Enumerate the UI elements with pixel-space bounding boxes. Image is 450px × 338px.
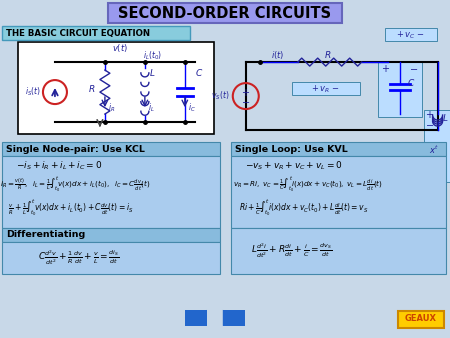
Bar xyxy=(231,142,446,156)
Text: $+$: $+$ xyxy=(241,87,250,98)
Text: $C$: $C$ xyxy=(195,67,203,78)
Bar xyxy=(18,42,214,134)
Bar xyxy=(2,26,190,40)
Text: Differentiating: Differentiating xyxy=(6,231,85,239)
Text: GEAUX: GEAUX xyxy=(405,314,436,323)
Text: $-$: $-$ xyxy=(241,96,250,106)
Text: $i_R$: $i_R$ xyxy=(108,102,115,114)
Text: $i_R=\frac{v(t)}{R},\;\; i_L=\frac{1}{L}\!\int_{t_0}^{t}\!v(x)dx+i_L(t_0),\;\; i: $i_R=\frac{v(t)}{R},\;\; i_L=\frac{1}{L}… xyxy=(0,174,151,194)
Bar xyxy=(385,28,436,41)
Text: $i_L(t_0)$: $i_L(t_0)$ xyxy=(143,50,162,62)
Bar xyxy=(2,142,220,156)
Text: $i(t)$: $i(t)$ xyxy=(271,49,284,61)
Text: $L$: $L$ xyxy=(149,67,155,78)
Text: THE BASIC CIRCUIT EQUATION: THE BASIC CIRCUIT EQUATION xyxy=(6,29,150,38)
Bar xyxy=(398,311,444,328)
Text: $+$: $+$ xyxy=(381,63,390,74)
Text: $i_S(t)$: $i_S(t)$ xyxy=(25,86,41,98)
Text: $Ri+\frac{1}{C}\!\int_{t_0}^{t}\!i(x)dx+v_C(t_0)+L\frac{di}{dt}(t)=v_S$: $Ri+\frac{1}{C}\!\int_{t_0}^{t}\!i(x)dx+… xyxy=(239,197,369,218)
Text: $x^t$: $x^t$ xyxy=(428,144,439,156)
Polygon shape xyxy=(223,310,245,326)
Text: SECOND-ORDER CIRCUITS: SECOND-ORDER CIRCUITS xyxy=(118,6,331,21)
Text: $-v_S + v_R + v_C + v_L = 0$: $-v_S + v_R + v_C + v_L = 0$ xyxy=(245,160,342,172)
Text: Single Node-pair: Use KCL: Single Node-pair: Use KCL xyxy=(6,145,145,153)
Text: $-i_S + i_R + i_L + i_C = 0$: $-i_S + i_R + i_L + i_C = 0$ xyxy=(16,160,102,172)
Text: $i_C$: $i_C$ xyxy=(188,102,196,114)
Text: $i_L$: $i_L$ xyxy=(148,102,155,114)
Text: Single Loop: Use KVL: Single Loop: Use KVL xyxy=(235,145,347,153)
Bar xyxy=(108,3,342,23)
Text: $\frac{v}{R}+\frac{1}{L}\!\int_{t_0}^{t}\!v(x)dx+i_L(t_0)+C\frac{dv}{dt}(t)=i_S$: $\frac{v}{R}+\frac{1}{L}\!\int_{t_0}^{t}… xyxy=(8,197,134,218)
Text: $+\,v_R\,-$: $+\,v_R\,-$ xyxy=(311,83,340,95)
Text: $R$: $R$ xyxy=(324,49,331,59)
Text: $v(t)$: $v(t)$ xyxy=(112,42,128,54)
Bar xyxy=(2,242,220,274)
Bar xyxy=(231,228,446,274)
Text: $-$: $-$ xyxy=(425,119,434,129)
Bar xyxy=(423,110,450,182)
Text: $C$: $C$ xyxy=(407,77,415,88)
Bar xyxy=(2,228,220,242)
Text: $v_S(t)$: $v_S(t)$ xyxy=(212,90,230,102)
Text: $+$: $+$ xyxy=(425,108,434,120)
Polygon shape xyxy=(185,310,207,326)
Bar xyxy=(231,156,446,228)
Bar xyxy=(185,310,207,326)
Text: $C\frac{d^2v}{dt^2}+\frac{1}{R}\frac{dv}{dt}+\frac{v}{L}=\frac{di_S}{dt}$: $C\frac{d^2v}{dt^2}+\frac{1}{R}\frac{dv}… xyxy=(38,248,120,267)
Bar xyxy=(378,62,422,117)
Text: $R$: $R$ xyxy=(87,82,95,94)
Bar xyxy=(2,156,220,228)
Text: $L\frac{d^2i}{dt^2}+R\frac{di}{dt}+\frac{i}{C}=\frac{dv_S}{dt}$: $L\frac{d^2i}{dt^2}+R\frac{di}{dt}+\frac… xyxy=(251,242,332,260)
Text: $L$: $L$ xyxy=(441,112,448,123)
Bar xyxy=(292,82,360,95)
Bar xyxy=(223,310,245,326)
Text: $v_R=Ri,\; v_C=\frac{1}{C}\!\int_{t_0}^{t}\!i(x)dx+v_C(t_0),\; v_L=L\frac{di}{dt: $v_R=Ri,\; v_C=\frac{1}{C}\!\int_{t_0}^{… xyxy=(233,174,382,194)
Text: $+\,v_C\,-$: $+\,v_C\,-$ xyxy=(396,29,425,41)
Text: $-$: $-$ xyxy=(409,63,418,73)
